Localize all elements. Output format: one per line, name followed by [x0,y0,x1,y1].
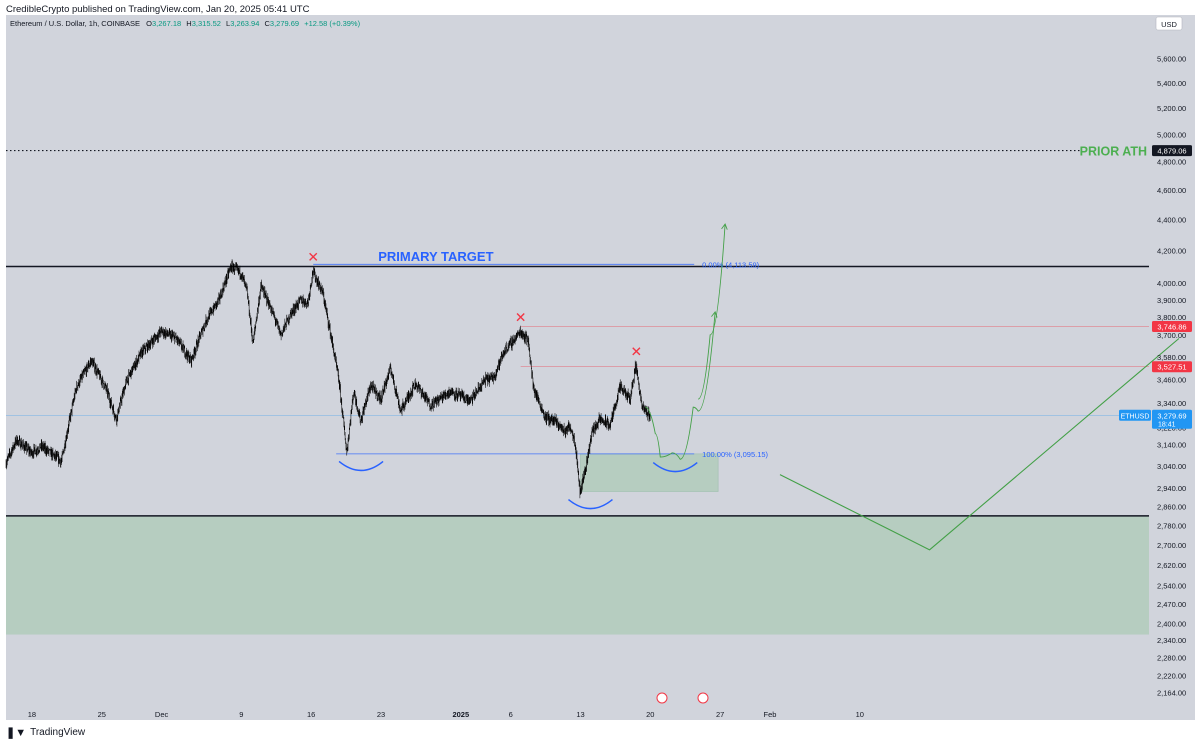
y-tick-label: 2,860.00 [1157,502,1186,511]
projection-path-2 [697,223,726,400]
ohlc-high-key: H [186,19,191,28]
x-tick-label: 27 [716,710,724,719]
y-tick-label: 4,400.00 [1157,215,1186,224]
y-tick-label: 2,220.00 [1157,671,1186,680]
x-tick-label: 18 [28,710,36,719]
ohlc-close-key: C [264,19,270,28]
x-tick-label: Feb [764,710,777,719]
y-tick-label: 2,164.00 [1157,688,1186,697]
price-badge [1152,409,1192,429]
y-tick-label: 5,600.00 [1157,55,1186,64]
symbol-tag [1119,409,1151,421]
y-tick-label: 4,800.00 [1157,157,1186,166]
projection-path-3 [779,338,1180,551]
price-badge-label: 3,746.86 [1157,323,1186,332]
y-tick-label: 3,800.00 [1157,313,1186,322]
symbol-header: Ethereum / U.S. Dollar, 1h, COINBASE O3,… [10,19,361,28]
x-tick-label: 25 [98,710,106,719]
tradingview-logo-icon: ❚▼ [6,727,27,739]
y-tick-label: 2,780.00 [1157,521,1186,530]
ohlc-low-key: L [226,19,230,28]
publisher-line: CredibleCrypto published on TradingView.… [6,4,310,15]
price-badge-label: 3,279.69 [1157,411,1186,420]
time-axis[interactable]: 18 25 Dec 9 16 23 2025 6 13 20 27 Feb 10 [28,710,864,719]
rejection-3-x-icon [632,347,641,356]
y-tick-label: 3,700.00 [1157,331,1186,340]
time-axis-background [6,706,1149,720]
price-axis[interactable]: 5,600.00 5,400.00 5,200.00 5,000.00 4,800.00… [1119,55,1192,698]
y-tick-label: 4,200.00 [1157,246,1186,255]
x-tick-label: 23 [377,710,385,719]
y-tick-label: 5,000.00 [1157,130,1186,139]
y-tick-label: 3,340.00 [1157,399,1186,408]
y-tick-label: 2,540.00 [1157,582,1186,591]
x-tick-label: 16 [307,710,315,719]
projection-path-1 [645,311,716,460]
currency-button[interactable] [1155,16,1183,31]
candles [5,259,651,499]
footer-brand: TradingView [30,727,86,738]
y-tick-label: 3,580.00 [1157,353,1186,362]
x-tick-label: Dec [155,710,169,719]
ohlc-open-key: O [146,19,152,28]
y-tick-label: 2,400.00 [1157,619,1186,628]
price-badge-label: 4,879.06 [1157,147,1186,156]
entry-zone [580,453,719,492]
y-tick-label: 2,470.00 [1157,600,1186,609]
x-tick-label: 13 [576,710,584,719]
x-tick-label: 2025 [452,710,469,719]
y-tick-label: 3,900.00 [1157,296,1186,305]
y-tick-label: 2,620.00 [1157,561,1186,570]
y-tick-label: 5,400.00 [1157,79,1186,88]
y-tick-label: 3,460.00 [1157,376,1186,385]
ohlc-change: +12.58 (+0.39%) [304,19,360,28]
price-badge-countdown: 18:41 [1158,421,1176,428]
rejection-2-x-icon [516,313,525,322]
price-badge [1152,361,1192,373]
x-tick-label: 20 [646,710,654,719]
y-tick-label: 4,000.00 [1157,279,1186,288]
y-tick-label: 3,040.00 [1157,462,1186,471]
fib-100-label: 100.00% (3,095.15) [702,450,768,459]
x-tick-label: 6 [509,710,513,719]
support-zone [6,515,1149,635]
footer: ❚▼ TradingView [6,726,85,739]
ohlc-close-value: 3,279.69 [270,19,299,28]
fib-0-label: 0.00% (4,113.59) [702,260,759,269]
bottom-arc-3 [652,461,698,473]
y-tick-label: 2,700.00 [1157,541,1186,550]
primary-target-label: PRIMARY TARGET [378,249,493,264]
ohlc-open-value: 3,267.18 [152,19,181,28]
bottom-arc-1 [338,460,384,472]
x-tick-label: 9 [239,710,243,719]
symbol-tag-label: ETHUSD [1121,413,1150,420]
price-badge [1152,145,1192,157]
us-flag-event-icon [656,692,668,704]
symbol-title: Ethereum / U.S. Dollar, 1h, COINBASE [10,19,140,28]
currency-label: USD [1161,20,1177,29]
us-flag-event-icon [697,692,709,704]
ohlc-low-value: 3,263.94 [230,19,259,28]
y-tick-label: 2,280.00 [1157,654,1186,663]
price-badge [1152,321,1192,333]
prior-ath-label: PRIOR ATH [1080,145,1147,159]
rejection-1-x-icon [309,252,318,261]
y-tick-label: 2,340.00 [1157,636,1186,645]
ohlc-high-value: 3,315.52 [192,19,221,28]
y-tick-label: 3,140.00 [1157,440,1186,449]
price-badge-label: 3,527.51 [1157,363,1186,372]
x-tick-label: 10 [856,710,864,719]
bottom-arc-2 [567,498,613,510]
projection-path-2-arrow-icon [721,223,728,230]
y-tick-label: 5,200.00 [1157,104,1186,113]
y-tick-label: 2,940.00 [1157,484,1186,493]
y-tick-label: 4,600.00 [1157,186,1186,195]
